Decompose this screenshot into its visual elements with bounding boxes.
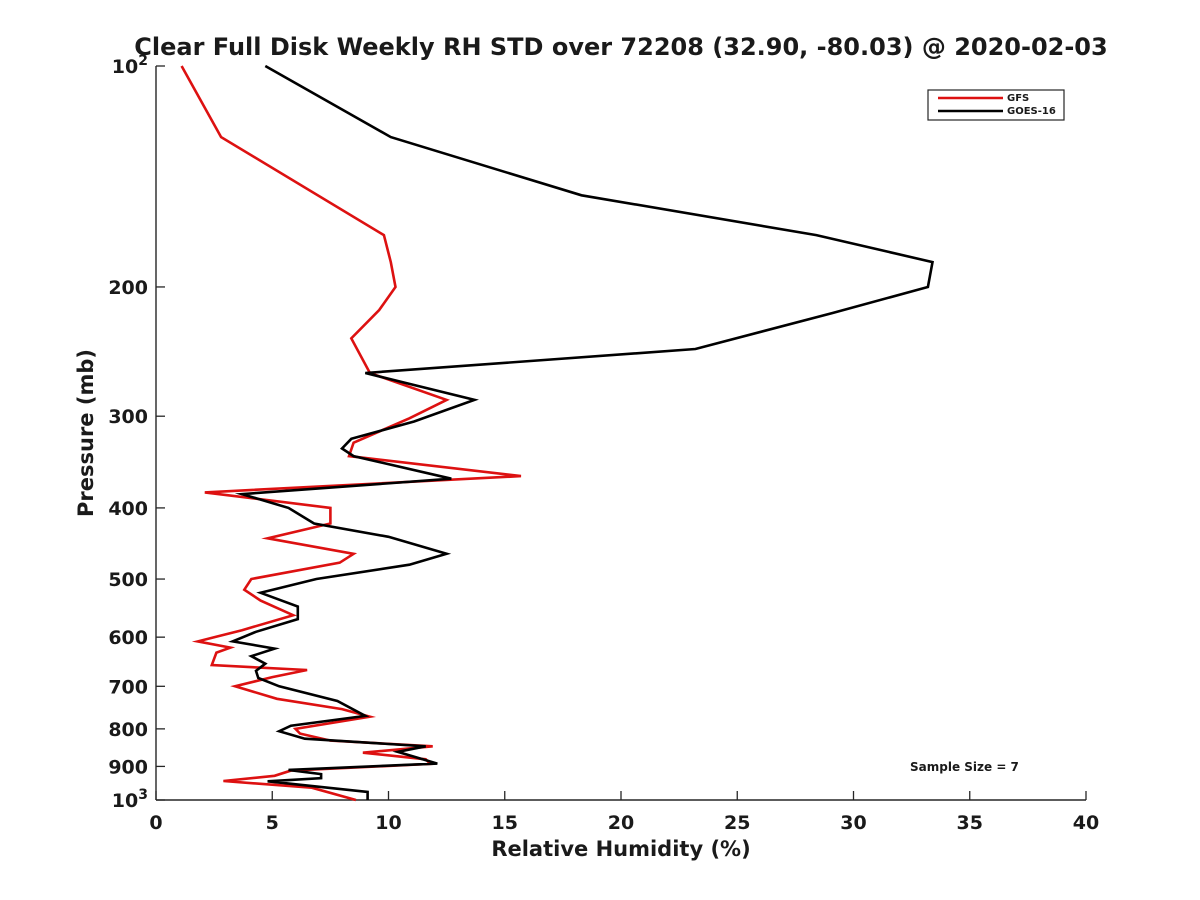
y-tick-label-base: 400 [108, 498, 148, 520]
series-layer [180, 64, 935, 802]
legend: GFS GOES-16 [927, 89, 1065, 121]
legend-label-gfs: GFS [1007, 93, 1029, 104]
y-tick-label: 400 [108, 498, 148, 520]
y-tick-label-base: 600 [108, 627, 148, 649]
x-tick-label: 10 [375, 812, 401, 834]
y-tick-label: 300 [108, 406, 148, 428]
y-tick-label-base: 700 [108, 676, 148, 698]
sample-size-annotation: Sample Size = 7 [910, 760, 1019, 774]
y-tick-label-base: 10 [112, 790, 138, 812]
x-tick-label: 5 [266, 812, 279, 834]
x-tick-label: 25 [724, 812, 750, 834]
y-tick-label: 103 [112, 787, 148, 812]
y-tick-label-base: 200 [108, 277, 148, 299]
x-tick-label: 0 [149, 812, 162, 834]
y-tick-label-exponent: 2 [138, 53, 148, 69]
x-tick-label: 40 [1073, 812, 1099, 834]
y-tick-label: 102 [112, 53, 148, 78]
chart-title: Clear Full Disk Weekly RH STD over 72208… [134, 33, 1107, 61]
x-tick-label: 20 [608, 812, 634, 834]
y-tick-label-base: 300 [108, 406, 148, 428]
y-tick-label: 900 [108, 756, 148, 778]
y-tick-label: 800 [108, 719, 148, 741]
y-tick-label-base: 800 [108, 719, 148, 741]
y-tick-label: 700 [108, 676, 148, 698]
x-axis-label: Relative Humidity (%) [491, 837, 750, 861]
x-tick-label: 30 [840, 812, 866, 834]
x-axis-ticks: 0 5 10 15 20 25 30 35 40 [149, 791, 1099, 834]
y-tick-label-base: 10 [112, 56, 138, 78]
legend-box [927, 89, 1065, 121]
y-tick-label-exponent: 3 [138, 787, 148, 803]
legend-label-goes16: GOES-16 [1007, 106, 1056, 117]
y-tick-label-base: 500 [108, 569, 148, 591]
series-line-goes16 [228, 64, 935, 800]
series-line-gfs [180, 65, 522, 802]
y-axis-label: Pressure (mb) [74, 349, 98, 517]
y-tick-label-base: 900 [108, 756, 148, 778]
x-tick-label: 35 [957, 812, 983, 834]
y-tick-label: 500 [108, 569, 148, 591]
x-tick-label: 15 [492, 812, 518, 834]
y-tick-label: 600 [108, 627, 148, 649]
y-tick-label: 200 [108, 277, 148, 299]
